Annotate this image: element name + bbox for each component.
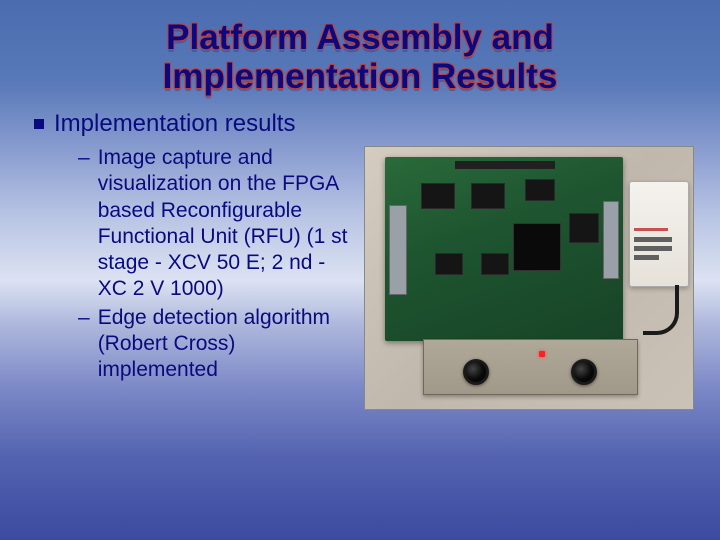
level1-item: Implementation results (34, 110, 354, 139)
level2-item: – Image capture and visualization on the… (78, 145, 354, 303)
title-line-2: Implementation Results (163, 57, 558, 96)
hardware-photo (364, 146, 694, 410)
dash-bullet-icon: – (78, 145, 90, 171)
slide-title: Platform Assembly and Implementation Res… (34, 18, 686, 96)
level2-text: Edge detection algorithm (Robert Cross) … (98, 305, 354, 384)
image-column (364, 110, 694, 410)
psu-label (634, 228, 676, 288)
square-bullet-icon (34, 119, 44, 129)
camera-sub-board (423, 339, 638, 395)
fpga-chip (513, 223, 561, 271)
ic-chip (435, 253, 463, 275)
slide-root: Platform Assembly and Implementation Res… (0, 0, 720, 540)
ic-chip (481, 253, 509, 275)
dash-bullet-icon: – (78, 305, 90, 331)
ic-chip (421, 183, 455, 209)
right-connector (603, 201, 619, 279)
top-connector (455, 161, 555, 169)
content-row: Implementation results – Image capture a… (34, 110, 686, 410)
ic-chip (525, 179, 555, 201)
main-pcb (385, 157, 623, 341)
level2-list: – Image capture and visualization on the… (78, 145, 354, 383)
text-column: Implementation results – Image capture a… (34, 110, 354, 410)
level2-text: Image capture and visualization on the F… (98, 145, 354, 303)
power-supply (629, 181, 689, 287)
ic-chip (471, 183, 505, 209)
left-connector (389, 205, 407, 295)
level1-text: Implementation results (54, 110, 295, 139)
title-line-1: Platform Assembly and (166, 18, 554, 57)
led-indicator (539, 351, 545, 357)
level2-item: – Edge detection algorithm (Robert Cross… (78, 305, 354, 384)
ic-chip (569, 213, 599, 243)
